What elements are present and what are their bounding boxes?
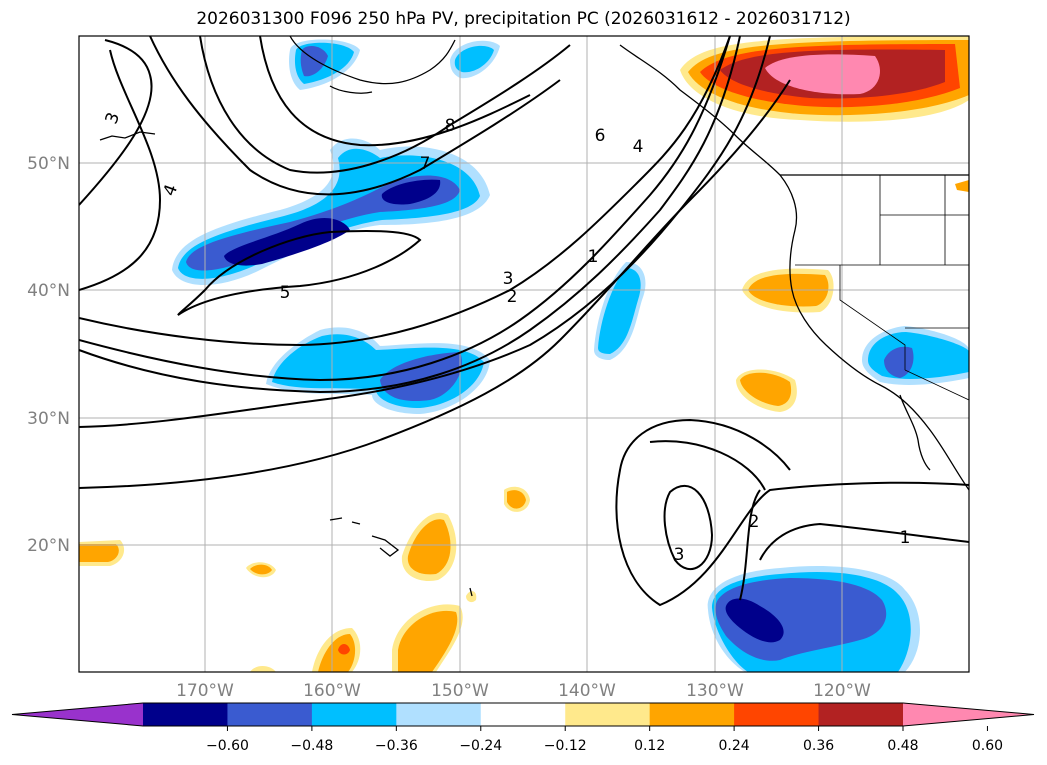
contour-label: 4 (633, 137, 644, 157)
colorbar-bin (734, 703, 820, 726)
map-title: 2026031300 F096 250 hPa PV, precipitatio… (196, 9, 851, 29)
colorbar-extend-max (903, 703, 1034, 726)
contour-label: 3 (503, 269, 514, 289)
coastlines (99, 36, 969, 597)
colorbar-tick-label: 0.12 (634, 738, 665, 754)
colorbar-bin (480, 703, 566, 726)
contour-label: 8 (445, 116, 456, 136)
contour-label: 6 (595, 126, 606, 146)
colorbar-tick-label: 0.48 (887, 738, 918, 754)
contour-label: 2 (749, 512, 760, 532)
state-borders (795, 175, 969, 401)
map-frame (78, 35, 970, 673)
colorbar-tick-label: −0.48 (290, 738, 333, 754)
lon-label: 160°W (303, 681, 361, 701)
latitude-labels: 50°N 40°N 30°N 20°N (27, 154, 70, 556)
lat-label: 30°N (27, 409, 70, 429)
lon-label: 150°W (431, 681, 489, 701)
colorbar-tick-label: 0.36 (803, 738, 834, 754)
contour-label: 1 (900, 528, 911, 548)
lon-label: 130°W (686, 681, 744, 701)
colorbar-outline (11, 702, 1035, 727)
colorbar-tick-label: −0.60 (206, 738, 249, 754)
colorbar-bin (143, 703, 228, 726)
colorbar-tick-label: −0.36 (375, 738, 418, 754)
colorbar-extend-min (12, 703, 143, 726)
longitude-labels: 170°W 160°W 150°W 140°W 130°W 120°W (176, 681, 871, 701)
colorbar-tick-label: −0.12 (544, 738, 587, 754)
lon-label: 170°W (176, 681, 234, 701)
colorbar-bin (311, 703, 397, 726)
lat-label: 20°N (27, 536, 70, 556)
contour-label: 7 (420, 154, 431, 174)
lon-label: 140°W (558, 681, 616, 701)
colorbar: −0.60 −0.48 −0.36 −0.24 −0.12 0.12 0.24 0.36 0.4… (11, 702, 1035, 754)
precip-positive-fields (79, 36, 969, 672)
colorbar-bin (227, 703, 313, 726)
contour-label: 1 (588, 247, 599, 267)
pv-contours (79, 36, 969, 607)
colorbar-bin (396, 703, 482, 726)
colorbar-bin (649, 703, 735, 726)
contour-label: 2 (507, 287, 518, 307)
colorbar-tick-label: 0.60 (972, 738, 1003, 754)
contour-label: 3 (674, 545, 685, 565)
contour-label: 5 (280, 283, 291, 303)
lat-label: 40°N (27, 281, 70, 301)
map-gridlines (79, 36, 969, 672)
colorbar-tick-label: 0.24 (719, 738, 750, 754)
colorbar-bin (565, 703, 651, 726)
lon-label: 120°W (813, 681, 871, 701)
map-plot-area: 3 4 8 7 6 4 5 3 2 1 2 3 1 (79, 36, 969, 672)
lat-label: 50°N (27, 154, 70, 174)
colorbar-tick-label: −0.24 (459, 738, 502, 754)
colorbar-bin (818, 703, 904, 726)
pv-contour-labels: 3 4 8 7 6 4 5 3 2 1 2 3 1 (102, 110, 911, 565)
